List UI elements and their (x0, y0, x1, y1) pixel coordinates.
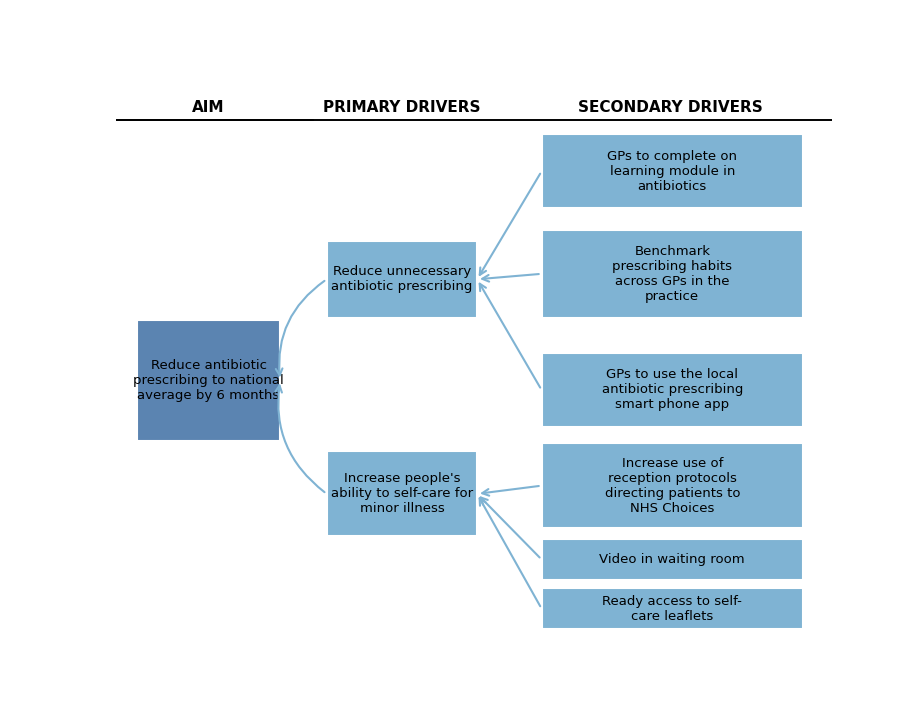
Text: Increase people's
ability to self-care for
minor illness: Increase people's ability to self-care f… (331, 472, 473, 515)
FancyBboxPatch shape (541, 443, 803, 528)
Text: PRIMARY DRIVERS: PRIMARY DRIVERS (323, 100, 480, 115)
FancyBboxPatch shape (541, 353, 803, 427)
Text: GPs to complete on
learning module in
antibiotics: GPs to complete on learning module in an… (607, 150, 737, 193)
Text: AIM: AIM (192, 100, 225, 115)
Text: Increase use of
reception protocols
directing patients to
NHS Choices: Increase use of reception protocols dire… (604, 457, 740, 515)
Text: SECONDARY DRIVERS: SECONDARY DRIVERS (578, 100, 763, 115)
FancyBboxPatch shape (327, 452, 477, 536)
FancyBboxPatch shape (541, 230, 803, 317)
Text: Ready access to self-
care leaflets: Ready access to self- care leaflets (602, 595, 742, 623)
Text: Reduce unnecessary
antibiotic prescribing: Reduce unnecessary antibiotic prescribin… (331, 266, 473, 293)
FancyBboxPatch shape (137, 320, 280, 440)
Text: Video in waiting room: Video in waiting room (600, 553, 745, 566)
Text: Reduce antibiotic
prescribing to national
average by 6 months: Reduce antibiotic prescribing to nationa… (133, 359, 284, 402)
Text: GPs to use the local
antibiotic prescribing
smart phone app: GPs to use the local antibiotic prescrib… (602, 368, 743, 412)
FancyBboxPatch shape (541, 134, 803, 208)
FancyBboxPatch shape (327, 241, 477, 317)
FancyBboxPatch shape (541, 539, 803, 580)
Text: Benchmark
prescribing habits
across GPs in the
practice: Benchmark prescribing habits across GPs … (613, 245, 732, 302)
FancyBboxPatch shape (541, 588, 803, 629)
